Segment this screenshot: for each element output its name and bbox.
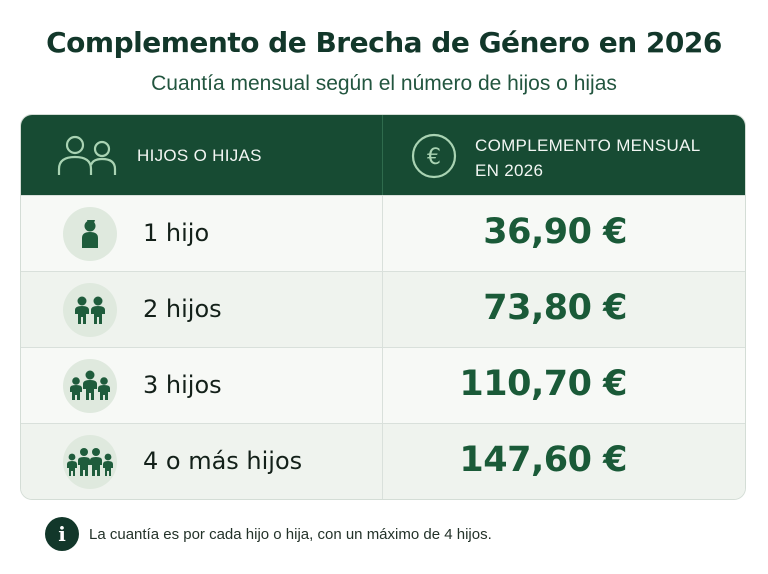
header-amount-line1: COMPLEMENTO MENSUAL [475,136,701,155]
badge [63,435,117,489]
children-count: 4 o más hijos [143,447,303,475]
footnote-text: La cuantía es por cada hijo o hija, con … [89,525,492,543]
info-icon: i [45,517,79,551]
badge [63,207,117,261]
children-cell: 3 hijos [21,348,383,423]
monthly-amount: 73,80 € [483,288,627,328]
two-children-icon [75,296,105,324]
table-row: 4 o más hijos 147,60 € [21,423,745,499]
footnote: i La cuantía es por cada hijo o hija, co… [45,517,492,551]
euro-icon: € [411,133,457,179]
four-children-icon [67,448,113,476]
children-count: 3 hijos [143,371,222,399]
amount-table: HIJOS O HIJAS € COMPLEMENTO MENSUAL EN 2… [20,114,746,500]
svg-text:€: € [427,145,441,170]
people-icon [57,135,117,175]
header-children-cell: HIJOS O HIJAS [21,115,383,195]
header-amount-line2: EN 2026 [475,161,544,180]
children-count: 2 hijos [143,295,222,323]
children-cell: 2 hijos [21,272,383,347]
single-child-icon [82,220,98,248]
header-amount-label: COMPLEMENTO MENSUAL EN 2026 [475,133,735,183]
table-row: 2 hijos 73,80 € [21,271,745,347]
badge [63,283,117,337]
page-title: Complemento de Brecha de Género en 2026 [46,26,722,59]
monthly-amount: 110,70 € [459,364,627,404]
children-count: 1 hijo [143,219,210,247]
page-subtitle: Cuantía mensual según el número de hijos… [151,72,617,95]
monthly-amount: 36,90 € [483,212,627,252]
table-row: 3 hijos 110,70 € [21,347,745,423]
children-cell: 4 o más hijos [21,424,383,499]
header-children-label: HIJOS O HIJAS [137,146,262,165]
three-children-icon [70,370,110,400]
monthly-amount: 147,60 € [459,440,627,480]
header-amount-cell: € COMPLEMENTO MENSUAL EN 2026 [383,115,745,195]
children-cell: 1 hijo [21,196,383,271]
table-row: 1 hijo 36,90 € [21,195,745,271]
table-header: HIJOS O HIJAS € COMPLEMENTO MENSUAL EN 2… [21,115,745,195]
badge [63,359,117,413]
